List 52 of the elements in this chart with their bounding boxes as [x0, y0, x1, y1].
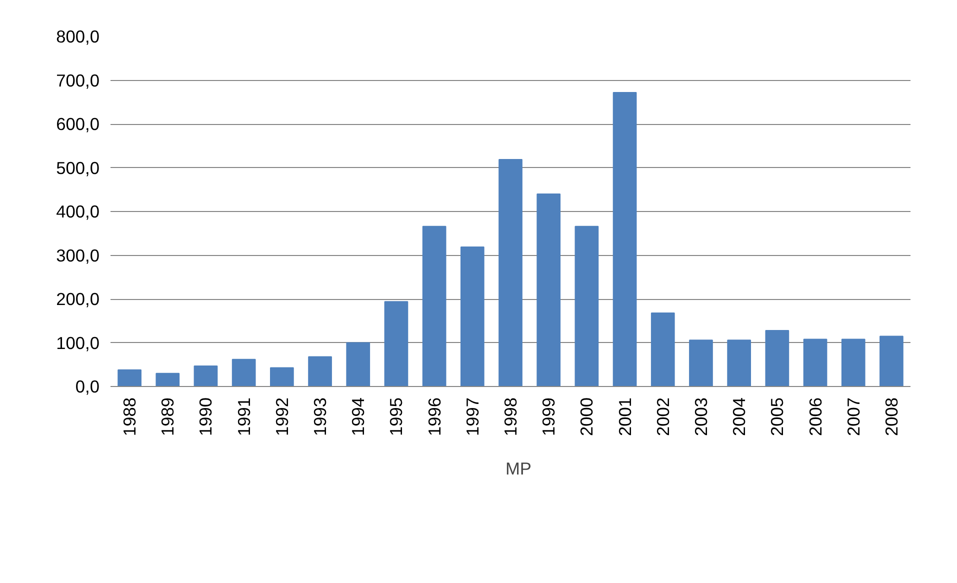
y-tick-label: 200,0: [56, 289, 100, 309]
bar: [574, 226, 599, 386]
x-tick-label: 2004: [729, 397, 750, 436]
bar: [536, 194, 561, 386]
x-tick-label: 1990: [196, 397, 216, 436]
x-tick-label: 2007: [843, 397, 864, 436]
bar: [460, 246, 484, 386]
x-tick-label: 1992: [272, 397, 292, 436]
x-tick-label: 1993: [310, 397, 330, 436]
bar: [765, 330, 790, 386]
x-tick-label: 2002: [652, 397, 673, 436]
bar: [194, 365, 218, 386]
bar: [118, 369, 142, 386]
y-tick-label: 600,0: [56, 114, 100, 134]
bar: [612, 92, 637, 386]
y-tick-label: 700,0: [56, 70, 100, 90]
bar: [270, 367, 294, 386]
y-tick-label: 100,0: [56, 332, 100, 353]
x-tick-label: 2008: [881, 397, 902, 436]
x-tick-label: 2003: [690, 397, 711, 436]
bar: [156, 372, 180, 386]
y-tick-label: 0,0: [75, 376, 100, 396]
bar: [346, 342, 370, 386]
x-tick-label: 1996: [424, 397, 444, 436]
x-tick-label: 2005: [767, 397, 788, 436]
text: MP: [506, 458, 532, 480]
x-tick-label: 1989: [158, 397, 178, 436]
x-tick-label: 1994: [348, 397, 368, 436]
bar: [689, 340, 713, 386]
x-tick-label: 1988: [120, 397, 140, 436]
x-tick-label: 1991: [234, 397, 254, 436]
x-tick-label: 2001: [614, 397, 635, 436]
x-tick-label: 2006: [805, 397, 826, 436]
bar: [841, 338, 866, 386]
bar: [422, 226, 446, 386]
bar: [232, 358, 256, 386]
y-tick-label: 400,0: [56, 202, 100, 222]
x-tick-label: 1999: [538, 397, 559, 436]
bar: [880, 336, 904, 386]
bar: [384, 301, 408, 386]
y-tick-label: 800,0: [56, 26, 100, 46]
bar: [308, 356, 332, 386]
bar: [498, 158, 522, 386]
bar: [650, 312, 675, 386]
bar: [803, 338, 828, 386]
y-tick-label: 300,0: [56, 245, 100, 266]
x-tick-label: 2000: [576, 397, 597, 436]
bar: [727, 340, 751, 386]
x-tick-label: 1995: [386, 397, 406, 436]
y-tick-label: 500,0: [56, 158, 100, 178]
x-tick-label: 1997: [462, 397, 482, 436]
x-tick-label: 1998: [500, 397, 520, 436]
